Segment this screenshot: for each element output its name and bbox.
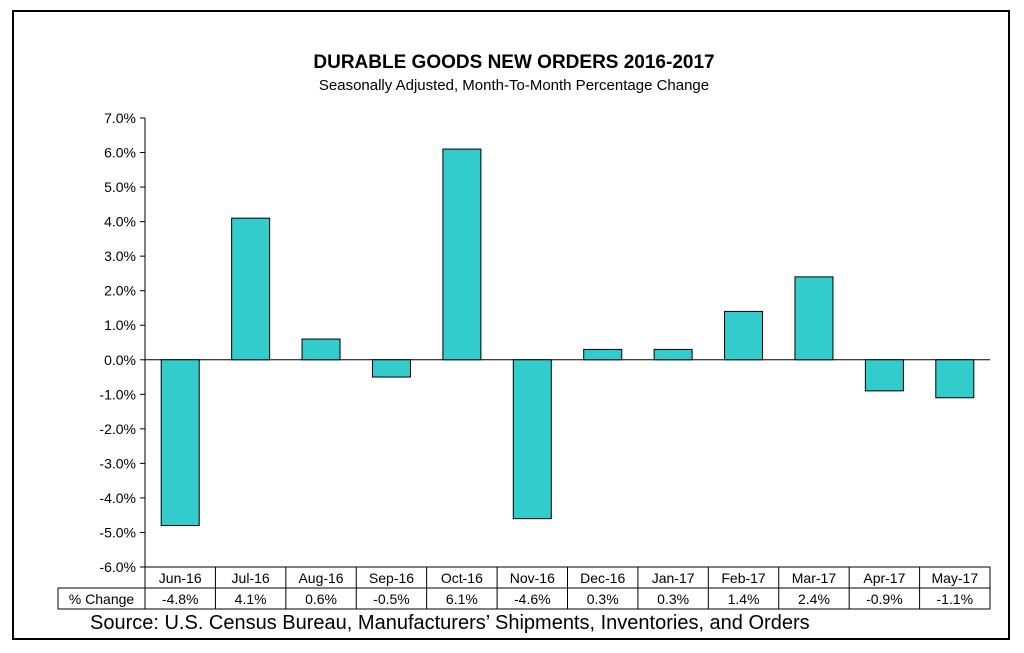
data-label: 0.3% — [587, 591, 619, 607]
data-label: 1.4% — [728, 591, 760, 607]
data-label: 0.6% — [305, 591, 337, 607]
y-tick-label: 3.0% — [104, 248, 136, 264]
bar-jul-16 — [231, 217, 271, 361]
y-tick-label: 7.0% — [104, 110, 136, 126]
category-label: Dec-16 — [580, 570, 625, 586]
category-label: Nov-16 — [510, 570, 555, 586]
bar-mar-17 — [794, 276, 834, 361]
y-tick-label: 0.0% — [104, 352, 136, 368]
bar-may-17 — [935, 359, 975, 399]
data-label: 0.3% — [657, 591, 689, 607]
data-label: 6.1% — [446, 591, 478, 607]
category-label: Sep-16 — [369, 570, 414, 586]
data-label: -0.5% — [373, 591, 410, 607]
bar-nov-16 — [512, 359, 552, 520]
data-label: 2.4% — [798, 591, 830, 607]
bar-sep-16 — [371, 359, 411, 378]
y-tick-label: -5.0% — [99, 524, 136, 540]
bar-jun-16 — [160, 359, 200, 527]
y-tick-label: -6.0% — [99, 559, 136, 575]
category-label: May-17 — [931, 570, 978, 586]
bar-dec-16 — [583, 348, 623, 361]
data-label: 4.1% — [235, 591, 267, 607]
y-tick-label: 1.0% — [104, 317, 136, 333]
y-tick-label: -2.0% — [99, 421, 136, 437]
y-tick-label: 2.0% — [104, 283, 136, 299]
bar-feb-17 — [724, 310, 764, 361]
category-label: Jun-16 — [159, 570, 202, 586]
category-label: Jul-16 — [232, 570, 270, 586]
y-tick-label: 5.0% — [104, 179, 136, 195]
chart-title: DURABLE GOODS NEW ORDERS 2016-2017 — [313, 52, 714, 73]
data-label: -4.6% — [514, 591, 551, 607]
category-label: Oct-16 — [441, 570, 483, 586]
category-label: Mar-17 — [792, 570, 837, 586]
bar-chart: DURABLE GOODS NEW ORDERS 2016-2017 Seaso… — [57, 52, 991, 634]
y-tick-label: -4.0% — [99, 490, 136, 506]
bar-jan-17 — [653, 348, 693, 361]
bar-oct-16 — [442, 148, 482, 361]
category-label: Aug-16 — [298, 570, 343, 586]
series-name-label: % Change — [69, 591, 135, 607]
bars — [160, 148, 975, 527]
y-tick-label: -3.0% — [99, 455, 136, 471]
chart-subtitle: Seasonally Adjusted, Month-To-Month Perc… — [319, 77, 709, 94]
y-tick-label: -1.0% — [99, 386, 136, 402]
category-label: Apr-17 — [863, 570, 905, 586]
source-note: Source: U.S. Census Bureau, Manufacturer… — [90, 612, 810, 634]
chart-frame: DURABLE GOODS NEW ORDERS 2016-2017 Seaso… — [12, 10, 1010, 640]
category-label: Feb-17 — [721, 570, 766, 586]
bar-aug-16 — [301, 338, 341, 361]
y-tick-label: 6.0% — [104, 145, 136, 161]
data-label: -4.8% — [162, 591, 199, 607]
data-table: % Change Jun-16 -4.8% Jul-16 4.1% Aug-16 0.6% S… — [57, 566, 991, 610]
y-axis: 7.0% 6.0% 5.0% 4.0% 3.0% 2.0% 1.0% 0.0% -1.0% -2.… — [99, 110, 990, 575]
data-label: -0.9% — [866, 591, 903, 607]
y-tick-label: 4.0% — [104, 214, 136, 230]
data-label: -1.1% — [937, 591, 974, 607]
bar-apr-17 — [864, 359, 904, 392]
category-label: Jan-17 — [652, 570, 695, 586]
